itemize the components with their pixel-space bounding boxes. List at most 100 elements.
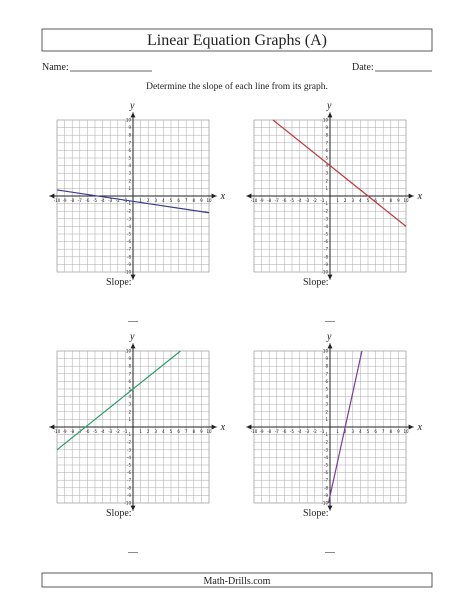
y-tick-label: -10 [124, 270, 131, 275]
footer-box [41, 572, 433, 588]
x-tick-label: 9 [200, 429, 203, 434]
x-tick-label: -3 [305, 429, 309, 434]
x-tick-label: -1 [123, 429, 127, 434]
y-tick-label: 10 [323, 349, 329, 354]
x-tick-label: -8 [70, 198, 74, 203]
y-tick-label: 7 [128, 371, 131, 376]
y-axis-label: y [129, 100, 135, 111]
x-tick-label: -5 [93, 198, 97, 203]
x-tick-label: -10 [54, 429, 61, 434]
x-tick-label: 7 [382, 429, 385, 434]
x-tick-label: 7 [185, 198, 188, 203]
footer: Math-Drills.com [204, 576, 271, 587]
x-tick-label: -9 [63, 198, 67, 203]
x-tick-label: -6 [85, 429, 89, 434]
y-tick-label: 7 [325, 371, 328, 376]
y-tick-label: 4 [325, 163, 328, 168]
y-tick-label: 7 [325, 140, 328, 145]
y-tick-label: 6 [325, 379, 328, 384]
x-tick-label: -3 [305, 198, 309, 203]
slope-label: Slope: [106, 277, 132, 288]
slope-label: Slope: [303, 277, 329, 288]
y-tick-label: 9 [325, 125, 328, 130]
y-tick-label: 1 [325, 417, 328, 422]
x-tick-label: 7 [185, 429, 188, 434]
x-tick-label: 1 [139, 429, 142, 434]
y-tick-label: -5 [324, 232, 328, 237]
x-tick-label: -4 [101, 198, 105, 203]
x-tick-label: 5 [170, 429, 173, 434]
x-tick-label: -10 [251, 198, 258, 203]
y-tick-label: 4 [128, 394, 131, 399]
graph-line [272, 119, 407, 227]
y-tick-label: -9 [127, 493, 131, 498]
y-tick-label: -2 [127, 440, 131, 445]
x-tick-label: -4 [101, 429, 105, 434]
x-tick-label: -8 [267, 429, 271, 434]
x-tick-label: -9 [260, 429, 264, 434]
graph-line [56, 350, 181, 451]
y-tick-label: -4 [127, 455, 131, 460]
x-tick-label: 4 [359, 429, 362, 434]
y-tick-label: -1 [127, 201, 131, 206]
y-tick-label: 10 [126, 349, 132, 354]
x-tick-label: -8 [267, 198, 271, 203]
answer-blank: — [324, 547, 336, 558]
y-tick-label: 10 [323, 118, 329, 123]
x-axis-label: x [220, 191, 226, 202]
x-tick-label: 6 [177, 429, 180, 434]
title-box [41, 28, 433, 52]
x-axis-label: x [417, 191, 423, 202]
y-tick-label: -9 [127, 262, 131, 267]
x-tick-label: 8 [390, 198, 393, 203]
y-axis-label: y [129, 331, 135, 342]
y-tick-label: -4 [324, 224, 328, 229]
x-tick-label: 3 [155, 429, 158, 434]
y-tick-label: -6 [127, 239, 131, 244]
y-tick-label: -7 [127, 478, 131, 483]
x-tick-label: 9 [397, 198, 400, 203]
x-tick-label: -9 [63, 429, 67, 434]
x-tick-label: 1 [139, 198, 142, 203]
y-tick-label: -10 [124, 501, 131, 506]
y-tick-label: 2 [325, 178, 328, 183]
instructions: Determine the slope of each line from it… [146, 81, 328, 92]
y-tick-label: -10 [321, 501, 328, 506]
y-tick-label: -8 [127, 485, 131, 490]
y-tick-label: 4 [128, 163, 131, 168]
slope-label: Slope: [303, 508, 329, 519]
x-tick-label: 9 [200, 198, 203, 203]
x-tick-label: -7 [78, 198, 82, 203]
y-tick-label: -3 [324, 447, 328, 452]
y-tick-label: -3 [324, 216, 328, 221]
x-tick-label: 10 [206, 429, 212, 434]
x-tick-label: 7 [382, 198, 385, 203]
date-label: Date: [352, 62, 374, 73]
y-tick-label: -2 [324, 440, 328, 445]
x-tick-label: -10 [54, 198, 61, 203]
answer-blank: — [127, 316, 139, 327]
x-tick-label: 1 [336, 429, 339, 434]
y-tick-label: 5 [128, 387, 131, 392]
y-tick-label: 9 [128, 356, 131, 361]
y-tick-label: 3 [128, 402, 131, 407]
x-tick-label: -6 [282, 198, 286, 203]
y-tick-label: -7 [324, 247, 328, 252]
y-tick-label: 6 [128, 379, 131, 384]
y-tick-label: -9 [324, 493, 328, 498]
x-tick-label: 8 [193, 198, 196, 203]
x-tick-label: -9 [260, 198, 264, 203]
x-tick-label: 9 [397, 429, 400, 434]
x-tick-label: 2 [344, 198, 347, 203]
y-tick-label: -6 [324, 470, 328, 475]
x-tick-label: 1 [336, 198, 339, 203]
y-tick-label: 6 [128, 148, 131, 153]
x-tick-label: 5 [170, 198, 173, 203]
x-tick-label: 5 [367, 198, 370, 203]
slope-label: Slope: [106, 508, 132, 519]
x-tick-label: -4 [298, 429, 302, 434]
x-axis-label: x [417, 422, 423, 433]
x-tick-label: -2 [116, 198, 120, 203]
y-tick-label: 8 [325, 364, 328, 369]
